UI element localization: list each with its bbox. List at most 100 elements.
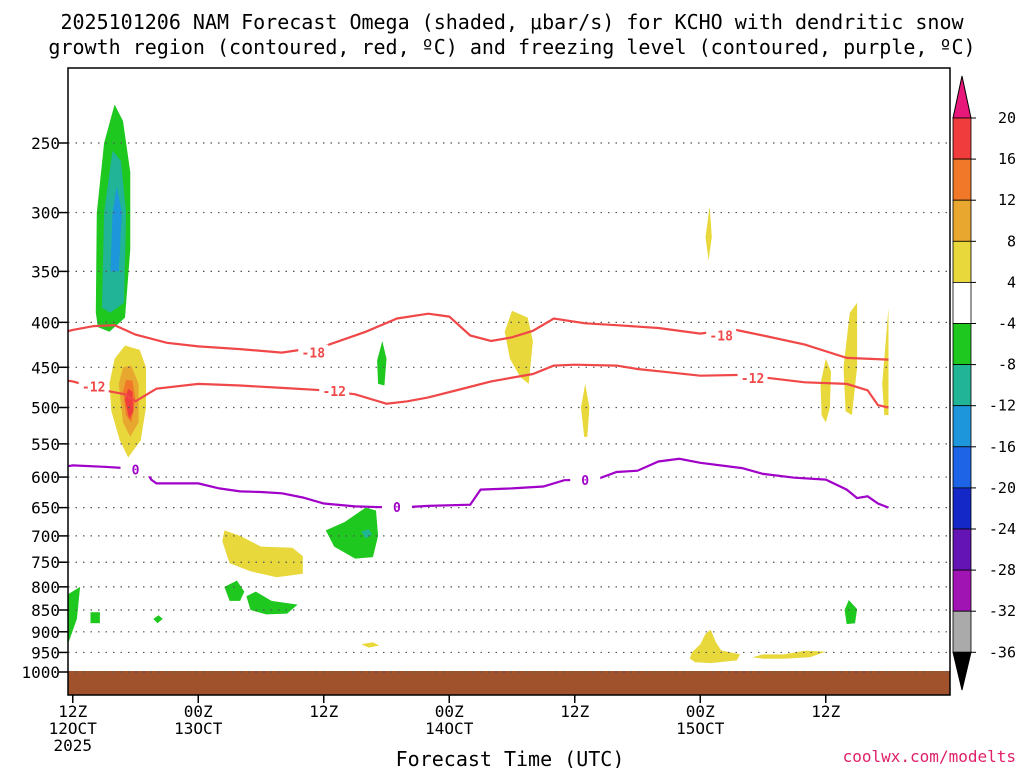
contour-label-0-1: -18 — [709, 329, 733, 344]
colorbar-label-7: -12 — [989, 397, 1016, 415]
y-tick-label-800: 800 — [31, 578, 60, 597]
colorbar-label-2: 12 — [998, 191, 1016, 209]
colorbar-swatch-1 — [952, 117, 972, 160]
colorbar-swatch-13 — [952, 610, 972, 653]
watermark: coolwx.com/modelts — [843, 747, 1016, 766]
ground-fill — [68, 671, 950, 695]
contour-label-0-0: -18 — [302, 347, 326, 362]
omega-region-4 — [110, 186, 122, 272]
x-axis-label: Forecast Time (UTC) — [396, 747, 625, 768]
x-tick-label-2-line1: 12Z — [309, 702, 338, 721]
y-tick-label-600: 600 — [31, 468, 60, 487]
y-axis-ticks: 250 300 350 400 450 500 550 600 650 700 750 800 850 9… — [21, 134, 68, 682]
colorbar-label-4: 4 — [1007, 273, 1016, 291]
y-tick-label-500: 500 — [31, 399, 60, 418]
contour-label-bg-1-0 — [78, 378, 109, 394]
x-tick-label-3-line1: 00Z — [435, 702, 464, 721]
y-tick-label-950: 950 — [31, 643, 60, 662]
y-tick-label-550: 550 — [31, 435, 60, 454]
colorbar-bottom-arrow — [952, 651, 972, 691]
contour-label-bg-1-2 — [737, 370, 768, 386]
x-tick-label-0-line3: 2025 — [53, 736, 92, 755]
x-tick-label-5-line2: 15OCT — [676, 719, 725, 738]
colorbar-swatch-10 — [952, 487, 972, 530]
omega-shading-layer — [18, 104, 950, 695]
omega-region-22 — [705, 206, 712, 261]
contour-label-bg-0-0 — [298, 344, 329, 360]
omega-region-12 — [153, 615, 163, 624]
colorbar-label-3: 8 — [1007, 232, 1016, 250]
colorbar-label-12: -32 — [989, 602, 1016, 620]
colorbar-label-0: 20 — [998, 109, 1016, 127]
x-tick-label-5-line1: 00Z — [686, 702, 715, 721]
colorbar-label-5: -4 — [998, 315, 1016, 333]
contour-lines-layer: -18 -18 -12 -12 -12 0 0 0 — [68, 312, 889, 516]
x-tick-label-4-line1: 12Z — [560, 702, 589, 721]
colorbar-swatch-7 — [952, 364, 972, 407]
contour-label-bg-0-1 — [706, 327, 737, 343]
contour-label-bg-2-2 — [570, 472, 601, 488]
omega-region-9 — [68, 586, 81, 643]
colorbar-swatch-5 — [952, 281, 972, 324]
colorbar-top-arrow — [952, 75, 972, 119]
contour-label-1-1: -12 — [322, 385, 345, 400]
colorbar-swatch-12 — [952, 569, 972, 612]
y-tick-label-400: 400 — [31, 313, 60, 332]
omega-colorbar: 20 16 12 8 4 -4 -8 -12 -16 -20 -24 -28 -32 -36 — [952, 75, 1016, 691]
chart-title-line-1: 2025101206 NAM Forecast Omega (shaded, μ… — [60, 10, 964, 34]
colorbar-label-6: -8 — [998, 356, 1016, 374]
plot-frame — [67, 67, 951, 696]
omega-region-16 — [325, 507, 379, 559]
y-tick-label-350: 350 — [31, 262, 60, 281]
omega-region-25 — [820, 358, 831, 423]
omega-region-28 — [844, 600, 858, 625]
omega-region-14 — [224, 580, 245, 601]
contour-label-bg-2-0 — [120, 461, 151, 477]
omega-region-18 — [377, 341, 387, 386]
omega-region-21 — [581, 383, 590, 437]
colorbar-swatch-2 — [952, 158, 972, 201]
colorbar-label-10: -24 — [989, 520, 1016, 538]
colorbar-label-9: -20 — [989, 479, 1016, 497]
pressure-gridlines — [68, 142, 950, 673]
omega-region-15 — [246, 591, 298, 615]
colorbar-swatch-4 — [952, 240, 972, 283]
contour-label-1-2: -12 — [741, 372, 764, 387]
y-tick-label-250: 250 — [31, 134, 60, 153]
contour-label-bg-1-1 — [319, 383, 350, 399]
x-tick-label-0-line2: 12OCT — [49, 719, 98, 738]
colorbar-swatch-8 — [952, 405, 972, 448]
y-tick-label-300: 300 — [31, 204, 60, 223]
x-tick-label-3-line2: 14OCT — [425, 719, 474, 738]
x-tick-label-6-line1: 12Z — [811, 702, 840, 721]
colorbar-swatch-11 — [952, 528, 972, 571]
colorbar-swatch-3 — [952, 199, 972, 242]
x-tick-label-1-line1: 00Z — [184, 702, 213, 721]
colorbar-label-11: -28 — [989, 561, 1016, 579]
omega-region-23 — [689, 629, 740, 664]
colorbar-label-1: 16 — [998, 150, 1016, 168]
y-tick-label-700: 700 — [31, 527, 60, 546]
y-tick-label-650: 650 — [31, 499, 60, 518]
y-tick-label-850: 850 — [31, 601, 60, 620]
contour-label-1-0: -12 — [82, 380, 105, 395]
y-tick-label-900: 900 — [31, 623, 60, 642]
contour-label-bg-2-1 — [381, 499, 412, 515]
y-tick-label-450: 450 — [31, 358, 60, 377]
colorbar-label-8: -16 — [989, 438, 1016, 456]
x-tick-label-0-line1: 12Z — [58, 702, 87, 721]
omega-region-19 — [361, 642, 380, 648]
omega-region-1 — [18, 161, 27, 237]
contour-line-0 — [68, 312, 889, 361]
omega-region-20 — [504, 310, 533, 384]
chart-title-line-2: growth region (contoured, red, ºC) and f… — [48, 35, 975, 59]
contour-label-2-2: 0 — [581, 474, 589, 489]
omega-region-13 — [222, 530, 303, 578]
colorbar-swatch-9 — [952, 446, 972, 489]
omega-region-27 — [882, 307, 889, 416]
colorbar-swatch-6 — [952, 323, 972, 365]
y-tick-label-1000: 1000 — [21, 663, 60, 682]
chart-title: 2025101206 NAM Forecast Omega (shaded, μ… — [48, 10, 975, 59]
